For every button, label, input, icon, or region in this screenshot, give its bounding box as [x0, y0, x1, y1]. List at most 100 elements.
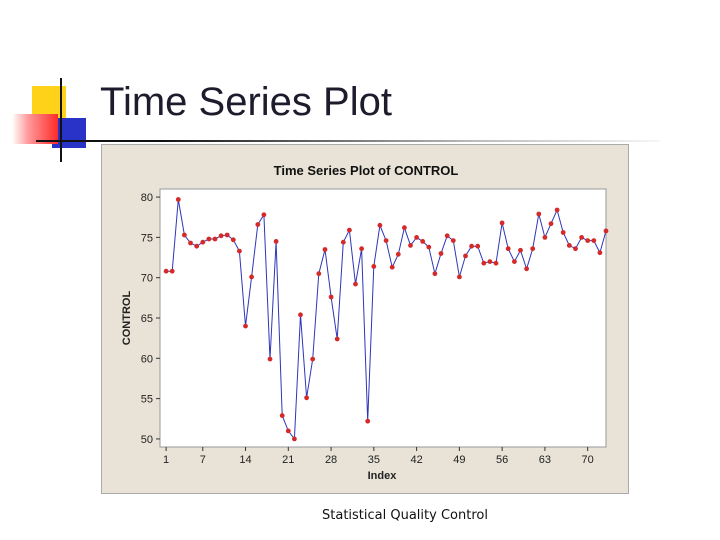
- y-tick-label: 80: [141, 192, 153, 204]
- data-point: [481, 260, 487, 266]
- slide-footer: Statistical Quality Control: [322, 508, 488, 523]
- data-point: [292, 436, 297, 442]
- data-point: [426, 244, 432, 250]
- data-point: [261, 212, 267, 218]
- time-series-chart: Time Series Plot of CONTROL Index CONTRO…: [121, 163, 609, 482]
- data-point: [408, 243, 413, 248]
- slide-title: Time Series Plot: [100, 80, 392, 124]
- data-point: [414, 235, 419, 240]
- chart-frame: Time Series Plot of CONTROL Index CONTRO…: [101, 144, 629, 494]
- data-point: [273, 239, 279, 244]
- data-point: [536, 211, 542, 217]
- data-point: [389, 264, 395, 270]
- decor-horizontal-rule: [36, 140, 660, 142]
- data-point: [328, 294, 334, 300]
- chart-title: Time Series Plot of CONTROL: [274, 163, 459, 178]
- data-point: [402, 225, 407, 231]
- data-point: [340, 239, 346, 245]
- x-tick-label: 63: [539, 454, 551, 466]
- data-point: [334, 336, 340, 342]
- data-point: [487, 259, 493, 264]
- data-point: [444, 233, 450, 239]
- data-point: [597, 250, 603, 256]
- data-point: [322, 247, 328, 252]
- data-point: [542, 235, 548, 240]
- data-point: [316, 271, 322, 277]
- data-points: [163, 197, 609, 442]
- y-tick-label: 55: [141, 394, 153, 406]
- data-point: [371, 264, 377, 269]
- decor-red-gradient-bar: [12, 114, 58, 144]
- data-point: [212, 236, 218, 242]
- x-tick-label: 7: [200, 454, 206, 466]
- data-point: [237, 248, 242, 254]
- data-point: [566, 243, 572, 248]
- y-tick-label: 65: [141, 313, 153, 325]
- data-point: [304, 395, 309, 401]
- data-point: [560, 230, 566, 235]
- data-point: [603, 228, 609, 234]
- y-axis-label: CONTROL: [121, 291, 133, 346]
- data-point: [243, 323, 248, 329]
- data-point: [591, 238, 597, 243]
- data-point: [365, 418, 371, 424]
- data-point: [206, 236, 212, 242]
- data-point: [475, 243, 481, 249]
- data-point: [175, 197, 181, 202]
- data-point: [438, 251, 444, 256]
- data-point: [267, 356, 273, 362]
- data-point: [200, 239, 206, 245]
- data-point: [353, 281, 358, 287]
- data-point: [530, 246, 536, 252]
- x-axis-label: Index: [368, 470, 398, 482]
- x-tick-label: 1: [163, 454, 169, 466]
- data-point: [554, 207, 560, 213]
- x-tick-label: 70: [582, 454, 594, 466]
- plot-area: [159, 188, 607, 448]
- data-point: [512, 259, 517, 264]
- data-point: [249, 274, 255, 280]
- data-point: [194, 243, 200, 249]
- data-point: [383, 238, 389, 243]
- data-point: [450, 238, 456, 243]
- data-point: [230, 237, 236, 243]
- data-point: [457, 274, 462, 280]
- data-point: [524, 266, 529, 272]
- data-point: [279, 413, 285, 418]
- data-point: [463, 253, 468, 259]
- data-point: [585, 238, 591, 243]
- x-tick-label: 56: [496, 454, 508, 466]
- data-point: [224, 232, 230, 238]
- data-point: [347, 227, 352, 233]
- x-tick-label: 21: [282, 454, 294, 466]
- data-point: [169, 268, 175, 274]
- data-point: [377, 222, 383, 228]
- y-tick-label: 50: [141, 434, 153, 446]
- x-tick-label: 14: [239, 454, 251, 466]
- data-point: [573, 246, 578, 252]
- axis-ticks: 1 7 14 21 28 35 42 49 56 63 70 50 55 60 65 70 75 80: [141, 192, 594, 466]
- data-point: [310, 356, 316, 362]
- data-point: [285, 428, 291, 434]
- data-point: [255, 222, 261, 227]
- data-point: [218, 233, 224, 239]
- data-point: [420, 239, 426, 244]
- data-point: [298, 312, 303, 318]
- data-point: [518, 247, 523, 253]
- data-point: [182, 232, 187, 238]
- data-point: [395, 251, 401, 257]
- data-point: [499, 220, 505, 226]
- data-point: [493, 260, 499, 266]
- data-point: [505, 246, 511, 252]
- decor-vertical-rule: [60, 78, 62, 162]
- y-tick-label: 60: [141, 353, 153, 365]
- data-point: [188, 240, 193, 246]
- data-point: [548, 221, 554, 227]
- data-point: [163, 268, 169, 274]
- x-tick-label: 49: [453, 454, 465, 466]
- y-tick-label: 70: [141, 273, 153, 285]
- x-tick-label: 35: [368, 454, 380, 466]
- data-point: [469, 243, 474, 249]
- y-tick-label: 75: [141, 232, 153, 244]
- data-point: [579, 235, 584, 240]
